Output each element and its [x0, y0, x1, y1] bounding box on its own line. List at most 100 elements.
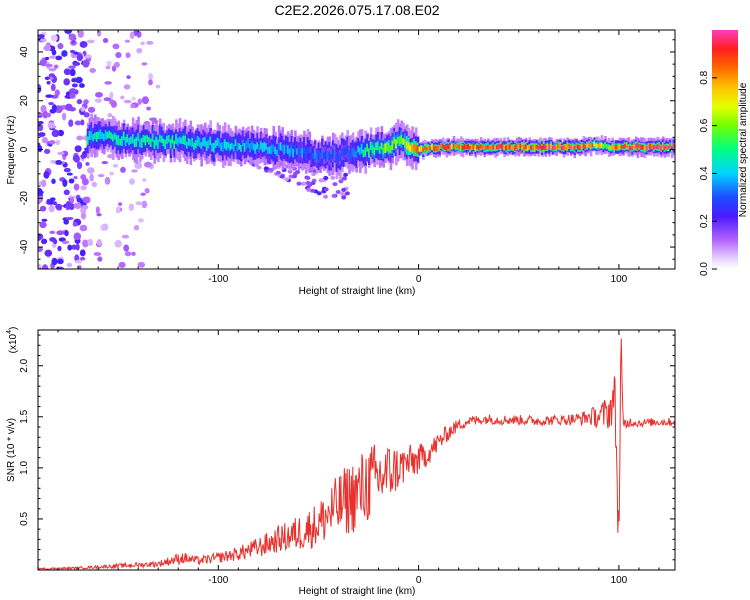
spectrogram-cell [669, 144, 672, 148]
spectrogram-cell [207, 140, 211, 149]
spectrogram-cell [429, 146, 432, 151]
spectrogram-cell [62, 112, 67, 121]
colorbar-label: Normalized spectral amplitude [738, 82, 749, 217]
spectrogram-cell [202, 137, 205, 147]
spectrogram-cell [490, 145, 494, 150]
spectrogram-cell [418, 147, 422, 152]
spectrogram-cell [50, 159, 58, 164]
spectrogram-cell [46, 112, 52, 118]
spectrogram-cell [256, 142, 259, 150]
spectrogram-cell [67, 244, 73, 251]
spectrogram-cell [488, 145, 492, 151]
spectrogram-cell [50, 83, 56, 92]
spectrogram-cell [341, 176, 347, 181]
spectrogram-cell [109, 171, 114, 176]
spectrogram-cell [110, 100, 117, 108]
spectrogram-cell [38, 121, 44, 125]
spectrogram-cell [44, 76, 50, 81]
snr-series-line [38, 338, 675, 570]
spectrogram-cell [555, 145, 559, 150]
spectrogram-cell [115, 206, 121, 214]
spectrogram-cell [443, 144, 447, 150]
spectrogram-cell [128, 203, 135, 211]
spectrogram-cell [441, 143, 445, 149]
spectrogram-cell [189, 139, 193, 147]
spectrogram-cell [148, 79, 153, 86]
spectrogram-cell [126, 75, 131, 80]
spectrogram-cell [203, 136, 207, 147]
spectrogram-cell [387, 142, 391, 152]
spectrogram-cell [359, 147, 362, 155]
spectrogram-cell [83, 112, 90, 118]
spectrogram-cell [73, 61, 81, 66]
spectrogram-cell [89, 68, 97, 74]
spectrogram-cell [481, 144, 485, 149]
spectrogram-cell [69, 68, 76, 77]
spectrogram-cell [638, 144, 642, 149]
spectrogram-cell [76, 197, 83, 203]
spectrogram-cell [220, 142, 223, 151]
spectrogram-cell [45, 94, 53, 98]
spectrogram-cell [564, 145, 568, 150]
spectrogram-cell [205, 141, 209, 151]
spectrogram-cell [295, 148, 299, 155]
spectrogram-cell [47, 122, 55, 129]
spectrogram-cell [263, 141, 267, 152]
spectrogram-cell [407, 142, 411, 151]
spectrogram-ytick-label: -40 [19, 239, 30, 254]
spectrogram-cell [214, 140, 218, 148]
colorbar-tick-label: 0.4 [699, 166, 710, 180]
spectrogram-cell [261, 142, 265, 153]
spectrogram-cell [51, 104, 57, 112]
spectrogram-cell [38, 84, 41, 91]
spectrogram-cell [362, 149, 366, 158]
spectrogram-cell [129, 178, 135, 185]
spectrogram-cell [449, 145, 452, 152]
spectrogram-cell [78, 83, 85, 88]
spectrogram-cell [62, 179, 68, 187]
spectrogram-cell [342, 147, 346, 158]
spectrogram-marks [38, 30, 675, 269]
spectrogram-y-axis-label: Frequency (Hz) [6, 116, 17, 185]
spectrogram-cell [109, 91, 114, 100]
spectrogram-cell [512, 145, 515, 150]
spectrogram-cell [323, 194, 329, 199]
spectrogram-xtick-label: 0 [416, 274, 422, 285]
spectrogram-cell [126, 134, 130, 143]
spectrogram-cell [146, 106, 151, 111]
spectrogram-cell [272, 144, 276, 152]
spectrogram-cell [74, 145, 82, 153]
spectrogram-cell [49, 55, 56, 59]
spectrogram-cell [582, 142, 586, 149]
spectrogram-cell [369, 141, 373, 150]
spectrogram-cell [99, 129, 102, 140]
spectrogram-cell [148, 72, 154, 81]
spectrogram-cell [265, 143, 268, 150]
spectrogram-cell [256, 165, 262, 170]
spectrogram-cell [515, 143, 519, 150]
spectrogram-cell [649, 143, 652, 150]
spectrogram-cell [38, 233, 42, 241]
spectrogram-cell [63, 68, 71, 76]
spectrogram-cell [41, 238, 48, 245]
spectrogram-cell [584, 144, 587, 150]
spectrogram-cell [53, 238, 58, 245]
spectrogram-cell [216, 137, 220, 146]
spectrogram-cell [245, 140, 249, 150]
spectrogram-cell [423, 146, 427, 150]
spectrogram-cell [411, 143, 414, 153]
snr-ytick-label: 1.0 [19, 460, 30, 474]
snr-ytick-label: 0.5 [19, 512, 30, 526]
spectrogram-cell [51, 94, 59, 99]
spectrogram-cell [301, 148, 304, 158]
spectrogram-cell [68, 119, 74, 128]
spectrogram-cell [305, 175, 311, 180]
spectrogram-cell [91, 181, 98, 188]
spectrogram-cell [440, 143, 443, 148]
spectrogram-cell [121, 136, 124, 147]
spectrogram-cell [135, 137, 139, 147]
spectrogram-cell [141, 62, 148, 66]
spectrogram-cell [106, 60, 112, 67]
spectrogram-cell [613, 145, 616, 151]
spectrogram-cell [672, 143, 675, 149]
